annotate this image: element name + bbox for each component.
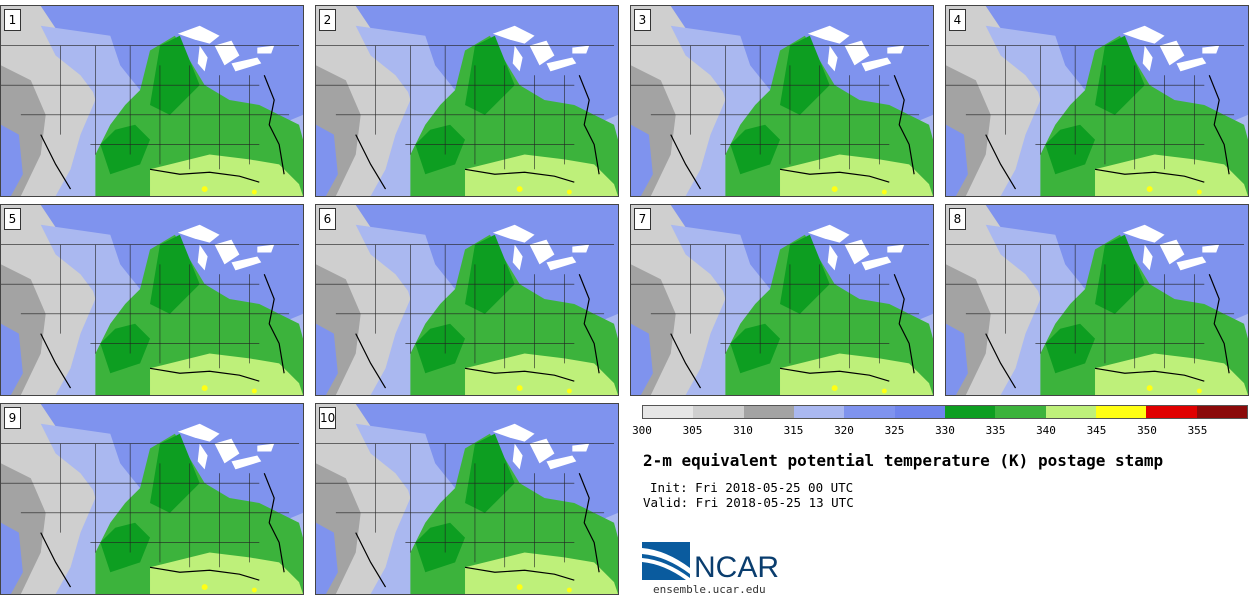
- colorbar-tick-label: 315: [783, 424, 804, 437]
- colorbar-swatch: [1095, 406, 1147, 418]
- member-number: 9: [4, 407, 21, 429]
- member-number: 3: [634, 9, 651, 31]
- member-number: 7: [634, 208, 651, 230]
- member-map: [631, 205, 933, 395]
- colorbar-tick-label: 305: [682, 424, 703, 437]
- website-link[interactable]: ensemble.ucar.edu: [653, 583, 766, 596]
- member-number: 6: [319, 208, 336, 230]
- colorbar-swatch: [1146, 406, 1197, 418]
- colorbar-tick-label: 330: [935, 424, 955, 437]
- member-map: [946, 6, 1248, 196]
- member-panel-6[interactable]: 6: [315, 204, 619, 396]
- member-map: [946, 205, 1248, 395]
- colorbar-tick-label: 335: [985, 424, 1006, 437]
- member-panel-1[interactable]: 1: [0, 5, 304, 197]
- colorbar-tick-label: 325: [884, 424, 905, 437]
- init-time: Init: Fri 2018-05-25 00 UTC: [650, 480, 854, 495]
- member-panel-9[interactable]: 9: [0, 403, 304, 595]
- member-map: [1, 205, 303, 395]
- colorbar-tick-label: 300: [632, 424, 652, 437]
- colorbar-swatch: [995, 406, 1046, 418]
- member-map: [316, 404, 618, 594]
- member-number: 1: [4, 9, 21, 31]
- member-panel-10[interactable]: 10: [315, 403, 619, 595]
- member-number: 5: [4, 208, 21, 230]
- colorbar-swatch: [793, 406, 845, 418]
- colorbar-tick-label: 320: [834, 424, 854, 437]
- ncar-logo: NCAR: [642, 542, 779, 584]
- colorbar-tick-label: 310: [733, 424, 753, 437]
- member-map: [316, 6, 618, 196]
- member-map: [631, 6, 933, 196]
- colorbar-swatch: [643, 406, 694, 418]
- colorbar-swatch: [844, 406, 895, 418]
- member-panel-2[interactable]: 2: [315, 5, 619, 197]
- colorbar-swatch: [1045, 406, 1096, 418]
- colorbar-swatch: [693, 406, 744, 418]
- colorbar-tick-label: 340: [1036, 424, 1056, 437]
- member-map: [1, 6, 303, 196]
- colorbar: [642, 405, 1248, 419]
- colorbar-tick-label: 345: [1086, 424, 1107, 437]
- colorbar-tick-label: 355: [1187, 424, 1208, 437]
- member-panel-4[interactable]: 4: [945, 5, 1249, 197]
- colorbar-swatch: [1196, 406, 1247, 418]
- valid-time: Valid: Fri 2018-05-25 13 UTC: [643, 495, 854, 510]
- member-number: 8: [949, 208, 966, 230]
- logo-text: NCAR: [694, 551, 779, 584]
- member-number: 4: [949, 9, 966, 31]
- member-map: [316, 205, 618, 395]
- member-number: 10: [319, 407, 336, 429]
- member-number: 2: [319, 9, 336, 31]
- chart-title: 2-m equivalent potential temperature (K)…: [643, 451, 1164, 470]
- member-panel-8[interactable]: 8: [945, 204, 1249, 396]
- colorbar-swatch: [944, 406, 996, 418]
- colorbar-swatch: [894, 406, 945, 418]
- member-map: [1, 404, 303, 594]
- colorbar-swatch: [743, 406, 794, 418]
- member-panel-3[interactable]: 3: [630, 5, 934, 197]
- member-panel-5[interactable]: 5: [0, 204, 304, 396]
- colorbar-tick-label: 350: [1137, 424, 1157, 437]
- member-panel-7[interactable]: 7: [630, 204, 934, 396]
